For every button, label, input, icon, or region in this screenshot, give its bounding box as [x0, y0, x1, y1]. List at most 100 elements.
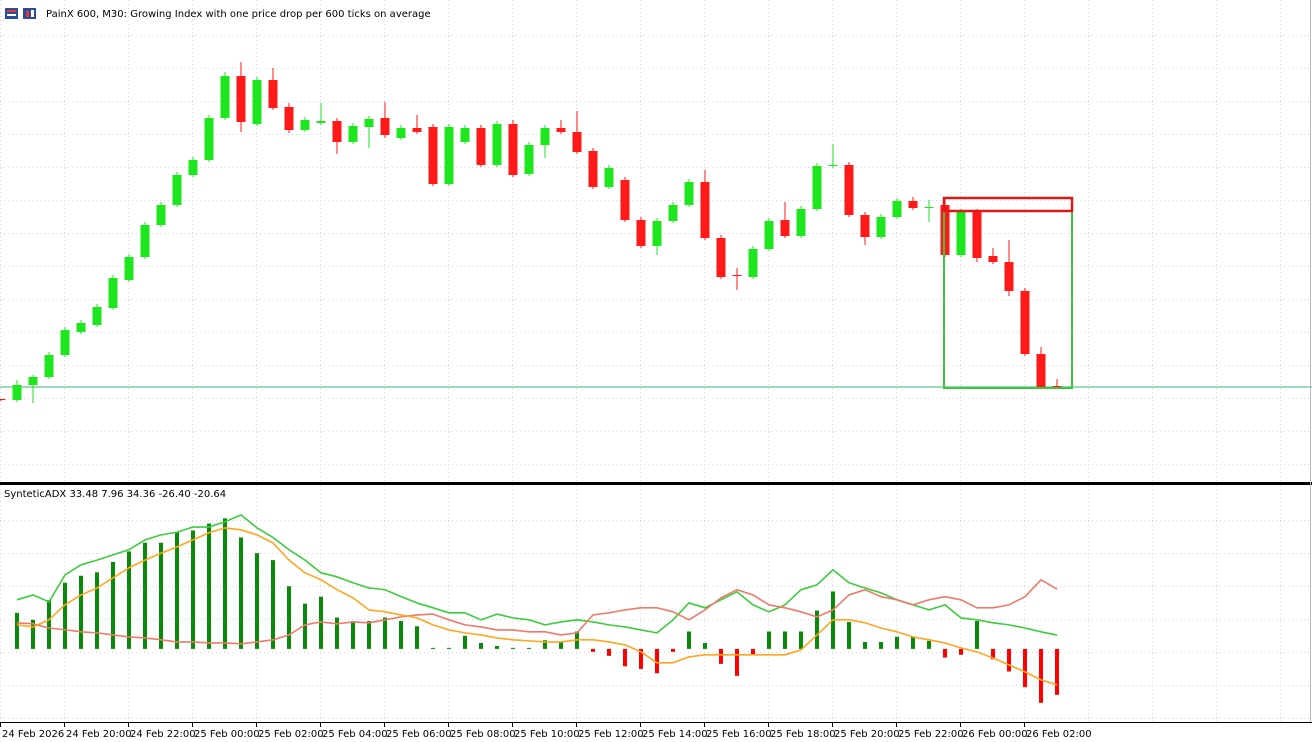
- indicator-line: [16, 527, 1058, 686]
- candle-body: [316, 121, 326, 123]
- candle-body: [332, 121, 342, 142]
- candle-body: [28, 377, 38, 385]
- candle-body: [908, 201, 918, 208]
- candle-body: [540, 128, 550, 145]
- histogram-bar: [111, 561, 115, 649]
- red-rectangle[interactable]: [942, 196, 1074, 213]
- candle-body: [860, 215, 870, 237]
- histogram-bar: [95, 572, 99, 649]
- histogram-bar: [335, 617, 339, 649]
- histogram-bar: [367, 621, 371, 649]
- candle-body: [748, 249, 758, 277]
- candle-body: [524, 145, 534, 174]
- x-tick-label: 25 Feb 22:00: [898, 729, 964, 740]
- candle-body: [396, 128, 406, 138]
- histogram-bar: [47, 600, 51, 649]
- candle-body: [348, 126, 358, 142]
- candle-body: [716, 238, 726, 277]
- candle-body: [668, 205, 678, 221]
- candle-body: [140, 225, 150, 257]
- histogram-bar: [1039, 648, 1043, 703]
- histogram-bar: [383, 617, 387, 649]
- histogram-bar: [543, 640, 547, 649]
- candle-body: [780, 220, 790, 236]
- histogram-bar: [511, 647, 515, 649]
- candle-body: [924, 207, 934, 208]
- candle-body: [620, 180, 630, 220]
- histogram-bar: [639, 648, 643, 669]
- histogram-bar: [1055, 648, 1059, 695]
- candle-body: [236, 76, 246, 122]
- candle-body: [380, 118, 390, 135]
- histogram-bar: [607, 648, 611, 656]
- histogram-bar: [159, 542, 163, 649]
- candle-body: [268, 80, 278, 108]
- histogram-bar: [447, 647, 451, 649]
- histogram-bar: [559, 641, 563, 649]
- candle-body: [844, 165, 854, 215]
- candle-body: [684, 182, 694, 205]
- candle-body: [108, 278, 118, 308]
- histogram-bar: [847, 621, 851, 649]
- histogram-bar: [1023, 648, 1027, 688]
- candle-body: [444, 127, 454, 184]
- histogram-bar: [31, 619, 35, 649]
- x-tick-label: 25 Feb 04:00: [322, 729, 388, 740]
- candle-body: [0, 399, 6, 400]
- x-tick-label: 25 Feb 02:00: [258, 729, 324, 740]
- candle-body: [60, 330, 70, 355]
- histogram-bar: [351, 621, 355, 649]
- histogram-bar: [655, 648, 659, 674]
- header-icons[interactable]: [5, 8, 36, 19]
- pane-separator[interactable]: [0, 482, 1312, 485]
- histogram-bar: [975, 621, 979, 649]
- histogram-bar: [927, 640, 931, 649]
- candle-body: [188, 160, 198, 175]
- x-tick-label: 25 Feb 14:00: [642, 729, 708, 740]
- candle-body: [204, 118, 214, 160]
- x-tick-label: 25 Feb 18:00: [770, 729, 836, 740]
- x-tick-label: 24 Feb 22:00: [130, 729, 196, 740]
- histogram-bar: [463, 635, 467, 649]
- histogram-bar: [287, 586, 291, 649]
- candle-body: [604, 168, 614, 187]
- candle-body: [412, 128, 422, 132]
- candle-body: [476, 128, 486, 165]
- x-tick-label: 24 Feb 20:00: [66, 729, 132, 740]
- candle-body: [812, 166, 822, 209]
- candle-body: [300, 120, 310, 130]
- x-tick-label: 25 Feb 08:00: [450, 729, 516, 740]
- histogram-bar: [191, 530, 195, 649]
- histogram-bar: [863, 641, 867, 649]
- histogram-bar: [207, 523, 211, 649]
- candle-body: [284, 107, 294, 130]
- histogram-bar: [735, 648, 739, 676]
- candle-body: [652, 221, 662, 246]
- histogram-bar: [623, 648, 627, 667]
- histogram-bar: [255, 553, 259, 649]
- candle-body: [76, 323, 86, 332]
- histogram-bar: [943, 648, 947, 658]
- chart-title: PainX 600, M30: Growing Index with one p…: [46, 9, 431, 20]
- candle-body: [572, 132, 582, 152]
- candle-body: [732, 275, 742, 276]
- histogram-bar: [527, 647, 531, 649]
- histogram-bar: [687, 631, 691, 649]
- histogram-bar: [783, 631, 787, 649]
- indicator-title: SynteticADX 33.48 7.96 34.36 -26.40 -20.…: [4, 489, 226, 500]
- candle-body: [460, 128, 470, 142]
- candle-body: [220, 76, 230, 118]
- candle-body: [92, 307, 102, 325]
- x-tick-label: 26 Feb 02:00: [1026, 729, 1092, 740]
- candle-body: [956, 212, 966, 255]
- histogram-bar: [79, 575, 83, 649]
- x-tick-label: 25 Feb 16:00: [706, 729, 772, 740]
- candle-body: [124, 257, 134, 280]
- histogram-bar: [127, 551, 131, 649]
- candle-body: [588, 151, 598, 187]
- candle-body: [892, 201, 902, 217]
- histogram-bar: [479, 642, 483, 649]
- histogram-bar: [671, 648, 675, 652]
- histogram-bar: [143, 542, 147, 649]
- histogram-bar: [175, 532, 179, 649]
